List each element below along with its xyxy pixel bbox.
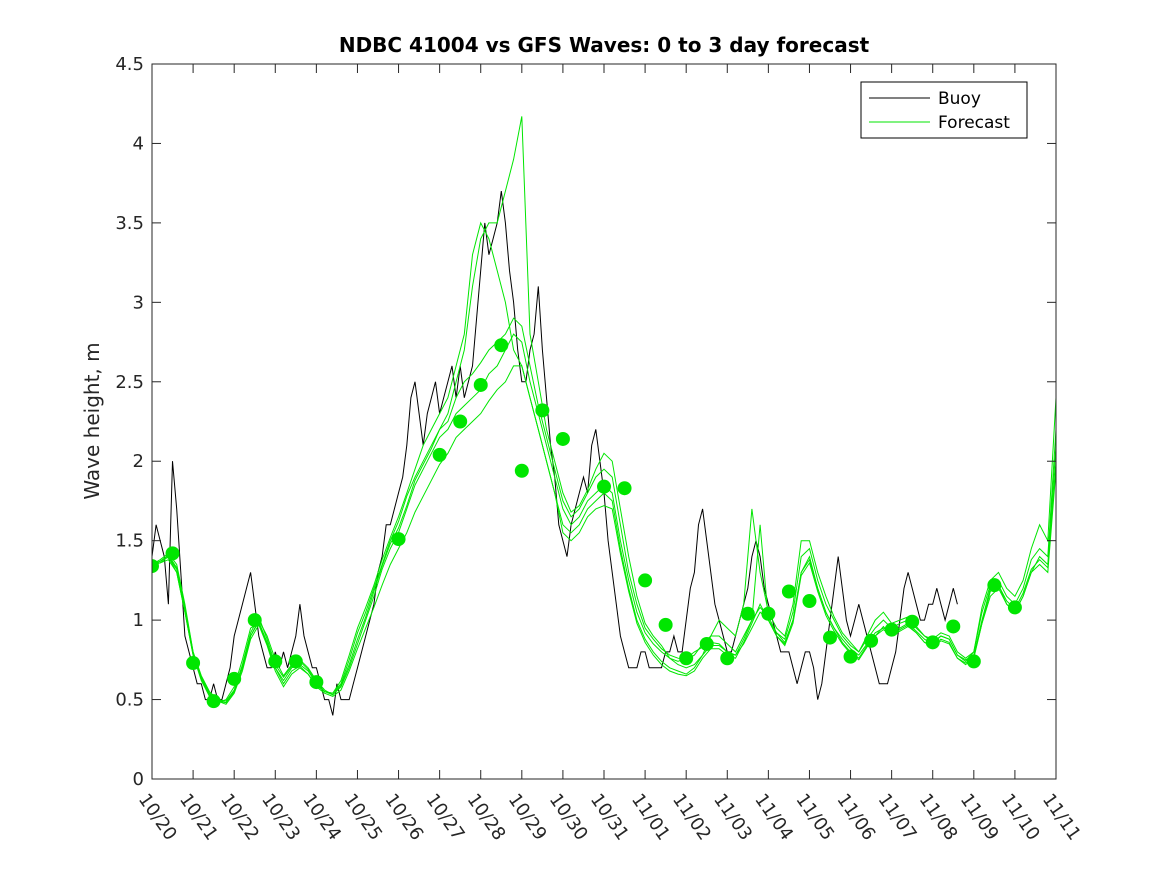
- y-tick-label: 2.5: [115, 372, 144, 393]
- forecast-marker: [165, 546, 180, 561]
- forecast-marker: [597, 479, 611, 494]
- forecast-marker: [514, 463, 529, 478]
- forecast-marker: [555, 431, 570, 446]
- y-tick-label: 3.5: [115, 213, 144, 234]
- forecast-marker: [432, 447, 447, 462]
- y-tick-label: 4.5: [115, 54, 144, 75]
- legend-box: [860, 81, 1028, 139]
- forecast-marker: [453, 414, 468, 429]
- y-tick-label: 1.5: [115, 531, 144, 552]
- forecast-marker: [268, 654, 283, 669]
- forecast-marker: [617, 481, 632, 496]
- forecast-series-line-5: [152, 221, 1056, 705]
- forecast-marker: [227, 671, 242, 686]
- forecast-marker: [823, 630, 837, 645]
- forecast-marker: [966, 654, 981, 669]
- forecast-marker: [494, 338, 509, 353]
- plot-area: [152, 116, 1056, 716]
- forecast-marker: [925, 635, 940, 650]
- forecast-marker: [391, 532, 406, 547]
- forecast-marker: [152, 559, 159, 574]
- forecast-marker: [699, 636, 714, 651]
- forecast-marker: [740, 606, 755, 621]
- forecast-marker: [638, 573, 653, 588]
- y-tick-label: 3: [133, 292, 144, 313]
- forecast-marker: [186, 656, 201, 671]
- forecast-marker: [288, 654, 303, 669]
- y-axis-label: Wave height, m: [80, 342, 104, 499]
- forecast-marker: [720, 651, 735, 666]
- forecast-marker: [658, 617, 673, 632]
- chart-title: NDBC 41004 vs GFS Waves: 0 to 3 day fore…: [339, 33, 870, 57]
- forecast-series-line-3: [152, 116, 1056, 702]
- y-tick-label: 4: [133, 133, 144, 154]
- forecast-marker: [473, 377, 488, 392]
- legend-forecast-label: Forecast: [938, 113, 1010, 133]
- y-tick-label: 2: [133, 451, 144, 472]
- y-tick-label: 1: [133, 610, 144, 631]
- forecast-marker: [206, 694, 221, 709]
- legend: Buoy Forecast: [860, 81, 1028, 139]
- forecast-marker: [535, 403, 550, 418]
- forecast-marker: [905, 614, 920, 629]
- forecast-marker: [309, 675, 324, 690]
- forecast-marker: [843, 649, 858, 664]
- forecast-marker: [247, 613, 262, 628]
- forecast-marker: [802, 594, 817, 609]
- forecast-marker: [679, 651, 694, 666]
- legend-buoy-label: Buoy: [938, 89, 981, 109]
- forecast-marker: [946, 619, 961, 634]
- forecast-marker: [884, 622, 899, 637]
- y-tick-label: 0.5: [115, 690, 144, 711]
- forecast-marker: [987, 578, 1002, 593]
- forecast-marker: [1007, 600, 1022, 615]
- forecast-marker: [864, 633, 879, 648]
- forecast-marker: [781, 584, 796, 599]
- y-tick-label: 0: [133, 769, 144, 790]
- forecast-marker: [761, 606, 776, 621]
